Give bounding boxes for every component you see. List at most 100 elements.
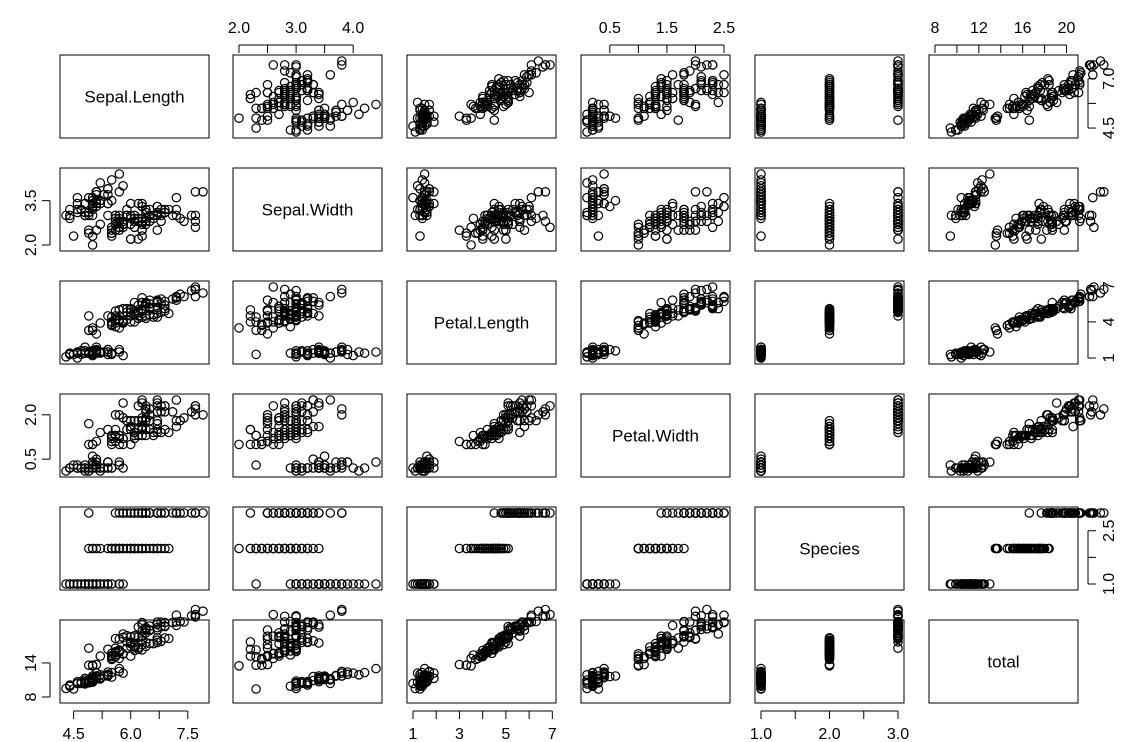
data-point <box>1084 401 1095 411</box>
data-point <box>950 210 961 221</box>
data-point <box>633 115 644 125</box>
data-point <box>72 463 83 473</box>
data-point <box>673 305 684 315</box>
data-point <box>1033 219 1043 230</box>
data-point <box>973 184 984 194</box>
data-point <box>302 125 313 135</box>
data-point <box>707 198 718 209</box>
data-point <box>302 427 313 438</box>
data-point <box>1013 433 1024 444</box>
data-point <box>285 415 296 426</box>
data-point <box>824 111 835 121</box>
data-point <box>667 87 678 98</box>
data-point <box>501 234 511 244</box>
data-point <box>702 60 712 70</box>
data-point <box>893 398 903 408</box>
panel-frame <box>928 280 1079 365</box>
data-point <box>1047 297 1058 308</box>
tick-label: 3.0 <box>887 726 909 742</box>
data-point <box>992 436 1003 447</box>
data-point <box>251 579 261 589</box>
data-point <box>756 231 766 241</box>
data-point <box>1002 543 1013 554</box>
data-point <box>454 111 465 121</box>
data-point <box>198 606 208 616</box>
data-point <box>756 107 766 118</box>
data-point <box>291 351 301 362</box>
data-point <box>533 56 544 66</box>
data-point <box>274 415 284 426</box>
data-point <box>167 406 178 417</box>
data-point <box>325 70 336 80</box>
data-point <box>302 311 313 321</box>
data-point <box>302 95 313 106</box>
data-point <box>824 216 835 227</box>
data-point <box>756 460 766 470</box>
data-point <box>302 77 313 88</box>
data-point <box>429 579 439 589</box>
data-point <box>279 60 290 70</box>
data-point <box>336 342 347 352</box>
data-point <box>512 415 523 426</box>
data-point <box>251 543 261 554</box>
data-point <box>480 216 490 227</box>
tick-label: 14 <box>23 654 40 672</box>
data-point <box>702 216 712 227</box>
data-point <box>610 195 621 206</box>
data-point <box>545 508 555 518</box>
data-point <box>251 460 261 470</box>
data-point <box>593 113 604 123</box>
data-point <box>125 631 136 642</box>
data-point <box>279 543 290 554</box>
data-point <box>285 68 296 78</box>
data-point <box>348 97 358 108</box>
data-point <box>133 313 144 324</box>
data-point <box>599 349 609 360</box>
data-point <box>1065 508 1075 518</box>
data-point <box>354 109 364 120</box>
data-point <box>519 421 530 432</box>
data-point <box>756 463 766 473</box>
data-point <box>1099 187 1109 197</box>
data-point <box>514 91 525 102</box>
data-point <box>245 93 256 104</box>
panel-frame <box>232 280 383 365</box>
data-point <box>129 543 140 554</box>
data-point <box>429 463 439 473</box>
tick-label: 8 <box>23 692 40 701</box>
data-point <box>599 579 609 589</box>
data-point <box>245 89 256 100</box>
tick-label: 7 <box>548 726 557 742</box>
data-point <box>1095 409 1106 420</box>
data-point <box>1088 192 1098 203</box>
data-point <box>531 415 541 426</box>
data-point <box>198 187 208 197</box>
variable-label: Sepal.Width <box>262 201 354 220</box>
data-point <box>519 225 530 235</box>
panel-frame <box>232 506 383 591</box>
data-point <box>296 508 307 518</box>
data-point <box>992 543 1003 554</box>
data-point <box>679 204 689 215</box>
data-point <box>480 430 490 441</box>
data-point <box>274 303 284 314</box>
data-point <box>129 631 140 641</box>
data-point <box>690 83 701 94</box>
panel-frame <box>928 506 1079 591</box>
data-point <box>662 234 672 244</box>
data-point <box>1024 115 1035 125</box>
data-point <box>1024 418 1035 429</box>
data-point <box>650 216 661 227</box>
data-point <box>198 288 208 298</box>
data-point <box>696 75 706 86</box>
data-point <box>84 643 94 653</box>
data-point <box>599 111 609 121</box>
data-point <box>1067 406 1077 417</box>
data-point <box>667 70 678 80</box>
data-point <box>1059 225 1070 235</box>
data-point <box>893 427 903 438</box>
data-point <box>336 460 347 470</box>
data-point <box>599 184 609 194</box>
data-point <box>325 508 336 518</box>
data-point <box>291 421 301 432</box>
